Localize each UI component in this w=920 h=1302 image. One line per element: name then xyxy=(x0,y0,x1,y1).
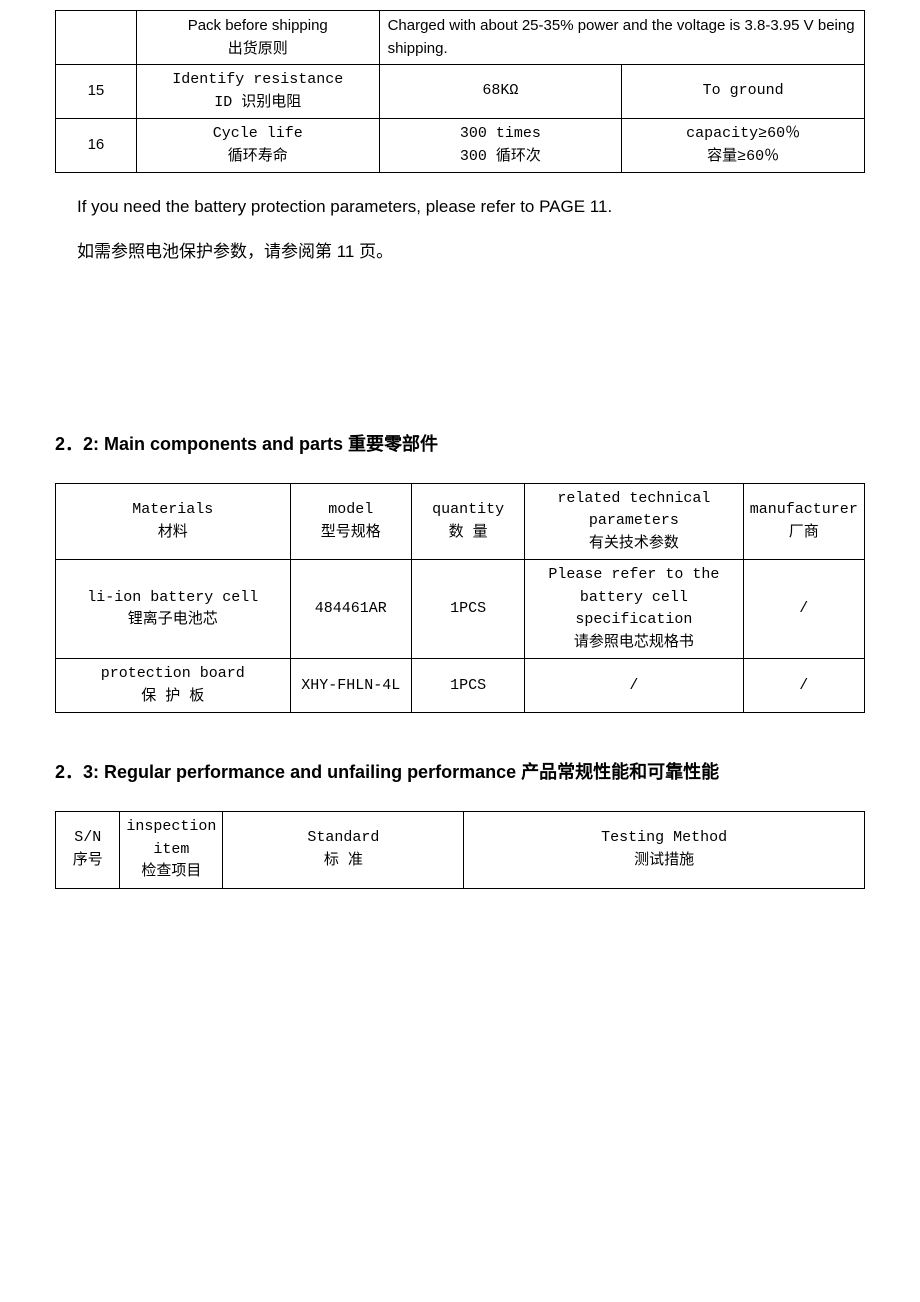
note-en: If you need the battery protection param… xyxy=(77,193,865,220)
item-en: Pack before shipping xyxy=(188,17,328,34)
condition-cell: capacity≥60％ 容量≥60％ xyxy=(622,119,865,173)
hdr-zh: 测试措施 xyxy=(634,852,694,869)
performance-table: S/N 序号 inspection item 检查项目 Standard 标 准… xyxy=(55,811,865,889)
hdr-en: Standard xyxy=(307,829,379,846)
mat-zh: 锂离子电池芯 xyxy=(128,611,218,628)
cond-en: capacity≥60％ xyxy=(686,125,800,142)
hdr-zh: 序号 xyxy=(73,852,103,869)
hdr-en: inspection item xyxy=(126,818,216,858)
table-header-row: Materials 材料 model 型号规格 quantity 数 量 rel… xyxy=(56,483,865,560)
hdr-en: model xyxy=(328,501,373,518)
item-en: Cycle life xyxy=(213,125,303,142)
table-row: Pack before shipping 出货原则 Charged with a… xyxy=(56,11,865,65)
table-row: 16 Cycle life 循环寿命 300 times 300 循环次 cap… xyxy=(56,119,865,173)
item-cell: Pack before shipping 出货原则 xyxy=(136,11,379,65)
col-standard: Standard 标 准 xyxy=(223,812,464,889)
col-parameters: related technical parameters 有关技术参数 xyxy=(525,483,743,560)
material-cell: li-ion battery cell 锂离子电池芯 xyxy=(56,560,291,659)
section-2-2-heading: 2．2: Main components and parts 重要零部件 xyxy=(55,425,865,465)
mat-en: li-ion battery cell xyxy=(87,589,258,606)
mat-zh: 保 护 板 xyxy=(141,688,204,705)
mfr-cell: / xyxy=(743,560,864,659)
value-cell: 68KΩ xyxy=(379,65,622,119)
row-number: 15 xyxy=(56,65,137,119)
mat-en: protection board xyxy=(101,665,245,682)
item-zh: ID 识别电阻 xyxy=(214,94,301,111)
value-zh: 300 循环次 xyxy=(460,148,541,165)
note-zh: 如需参照电池保护参数，请参阅第 11 页。 xyxy=(77,238,865,265)
params-en: Please refer to the battery cell specifi… xyxy=(548,566,719,628)
hdr-zh: 有关技术参数 xyxy=(589,535,679,552)
section-2-3-heading: 2．3: Regular performance and unfailing p… xyxy=(55,753,865,793)
spec-table-continued: Pack before shipping 出货原则 Charged with a… xyxy=(55,10,865,173)
hdr-en: S/N xyxy=(74,829,101,846)
row-number xyxy=(56,11,137,65)
item-zh: 出货原则 xyxy=(228,40,288,57)
cond-zh: 容量≥60％ xyxy=(707,148,779,165)
col-sn: S/N 序号 xyxy=(56,812,120,889)
qty-cell: 1PCS xyxy=(411,659,524,713)
item-cell: Identify resistance ID 识别电阻 xyxy=(136,65,379,119)
condition-cell: To ground xyxy=(622,65,865,119)
hdr-en: Testing Method xyxy=(601,829,727,846)
qty-cell: 1PCS xyxy=(411,560,524,659)
col-testing-method: Testing Method 测试措施 xyxy=(464,812,865,889)
hdr-en: quantity xyxy=(432,501,504,518)
hdr-en: Materials xyxy=(132,501,213,518)
item-en: Identify resistance xyxy=(172,71,343,88)
hdr-en: manufacturer xyxy=(750,501,858,518)
col-materials: Materials 材料 xyxy=(56,483,291,560)
hdr-zh: 型号规格 xyxy=(321,524,381,541)
components-table: Materials 材料 model 型号规格 quantity 数 量 rel… xyxy=(55,483,865,714)
col-quantity: quantity 数 量 xyxy=(411,483,524,560)
hdr-zh: 标 准 xyxy=(324,852,363,869)
params-zh: 请参照电芯规格书 xyxy=(574,634,694,651)
params-cell: / xyxy=(525,659,743,713)
table-header-row: S/N 序号 inspection item 检查项目 Standard 标 准… xyxy=(56,812,865,889)
table-row: li-ion battery cell 锂离子电池芯 484461AR 1PCS… xyxy=(56,560,865,659)
hdr-zh: 检查项目 xyxy=(141,863,201,880)
item-cell: Cycle life 循环寿命 xyxy=(136,119,379,173)
col-inspection-item: inspection item 检查项目 xyxy=(120,812,223,889)
row-number: 16 xyxy=(56,119,137,173)
hdr-zh: 厂商 xyxy=(789,524,819,541)
params-cell: Please refer to the battery cell specifi… xyxy=(525,560,743,659)
mfr-cell: / xyxy=(743,659,864,713)
table-row: protection board 保 护 板 XHY-FHLN-4L 1PCS … xyxy=(56,659,865,713)
hdr-zh: 材料 xyxy=(158,524,188,541)
table-row: 15 Identify resistance ID 识别电阻 68KΩ To g… xyxy=(56,65,865,119)
item-zh: 循环寿命 xyxy=(228,148,288,165)
value-en: 300 times xyxy=(460,125,541,142)
value-cell: 300 times 300 循环次 xyxy=(379,119,622,173)
hdr-en: related technical parameters xyxy=(557,490,710,530)
value-cell-span: Charged with about 25-35% power and the … xyxy=(379,11,864,65)
col-manufacturer: manufacturer 厂商 xyxy=(743,483,864,560)
col-model: model 型号规格 xyxy=(290,483,411,560)
model-cell: 484461AR xyxy=(290,560,411,659)
material-cell: protection board 保 护 板 xyxy=(56,659,291,713)
hdr-zh: 数 量 xyxy=(449,524,488,541)
model-cell: XHY-FHLN-4L xyxy=(290,659,411,713)
